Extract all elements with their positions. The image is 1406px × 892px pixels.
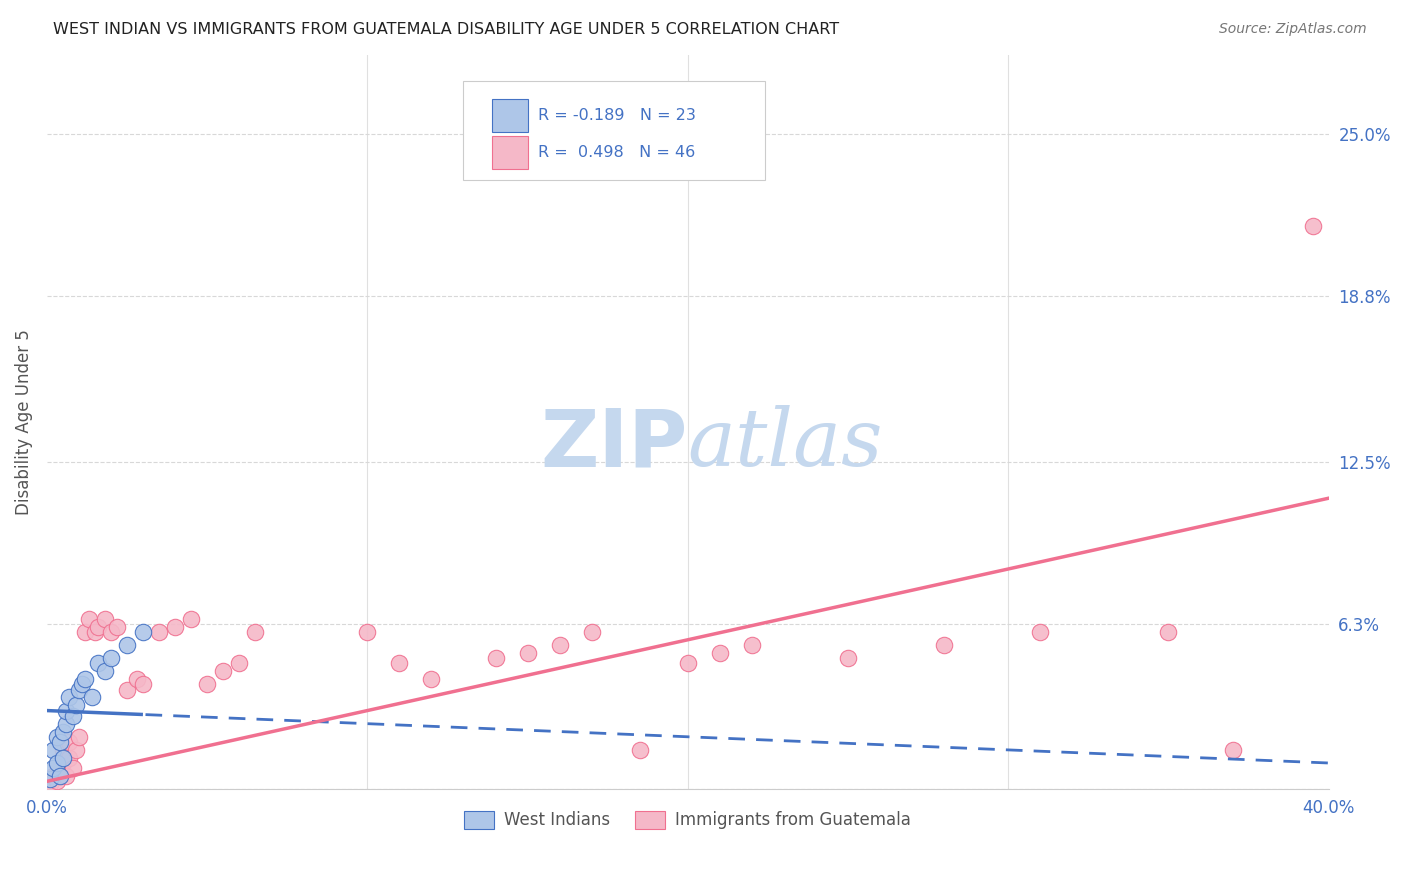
Point xyxy=(243,624,266,639)
Point xyxy=(45,756,67,770)
FancyBboxPatch shape xyxy=(492,136,527,169)
Legend: West Indians, Immigrants from Guatemala: West Indians, Immigrants from Guatemala xyxy=(457,804,918,836)
Point xyxy=(195,677,218,691)
Point xyxy=(115,682,138,697)
Point xyxy=(388,657,411,671)
Text: ZIP: ZIP xyxy=(540,405,688,483)
Point xyxy=(676,657,699,671)
Point xyxy=(62,761,84,775)
Point xyxy=(1302,219,1324,233)
Point xyxy=(548,638,571,652)
FancyBboxPatch shape xyxy=(492,99,527,132)
Point xyxy=(125,672,148,686)
Point xyxy=(132,624,155,639)
Point xyxy=(65,743,87,757)
Text: Source: ZipAtlas.com: Source: ZipAtlas.com xyxy=(1219,22,1367,37)
Point xyxy=(709,646,731,660)
FancyBboxPatch shape xyxy=(464,81,765,180)
Point xyxy=(62,708,84,723)
Text: R = -0.189   N = 23: R = -0.189 N = 23 xyxy=(538,108,696,123)
Point xyxy=(1157,624,1180,639)
Point xyxy=(148,624,170,639)
Point xyxy=(484,651,506,665)
Point xyxy=(42,761,65,775)
Point xyxy=(87,620,110,634)
Point xyxy=(1222,743,1244,757)
Point xyxy=(52,756,75,770)
Point xyxy=(65,698,87,713)
Point xyxy=(516,646,538,660)
Point xyxy=(48,761,70,775)
Point xyxy=(100,651,122,665)
Point xyxy=(55,704,77,718)
Point xyxy=(45,774,67,789)
Point xyxy=(58,690,80,705)
Point xyxy=(52,743,75,757)
Point xyxy=(93,665,115,679)
Point xyxy=(105,620,128,634)
Point xyxy=(420,672,443,686)
Point xyxy=(84,624,107,639)
Point xyxy=(39,777,62,791)
Point xyxy=(581,624,603,639)
Point xyxy=(75,672,97,686)
Point xyxy=(741,638,763,652)
Point xyxy=(115,638,138,652)
Point xyxy=(77,612,100,626)
Point xyxy=(52,751,75,765)
Point xyxy=(132,677,155,691)
Point xyxy=(1029,624,1052,639)
Point xyxy=(93,612,115,626)
Point xyxy=(70,677,93,691)
Point xyxy=(212,665,235,679)
Point xyxy=(628,743,651,757)
Point xyxy=(228,657,250,671)
Point xyxy=(67,730,90,744)
Point xyxy=(100,624,122,639)
Text: R =  0.498   N = 46: R = 0.498 N = 46 xyxy=(538,145,695,160)
Point xyxy=(165,620,187,634)
Point xyxy=(58,751,80,765)
Point xyxy=(87,657,110,671)
Point xyxy=(837,651,859,665)
Text: atlas: atlas xyxy=(688,406,883,483)
Point xyxy=(42,743,65,757)
Point xyxy=(48,735,70,749)
Point xyxy=(67,682,90,697)
Point xyxy=(42,769,65,783)
Point xyxy=(48,769,70,783)
Point xyxy=(39,772,62,786)
Point xyxy=(58,735,80,749)
Y-axis label: Disability Age Under 5: Disability Age Under 5 xyxy=(15,329,32,515)
Point xyxy=(55,769,77,783)
Point xyxy=(180,612,202,626)
Point xyxy=(55,716,77,731)
Point xyxy=(932,638,955,652)
Point xyxy=(45,730,67,744)
Point xyxy=(356,624,378,639)
Point xyxy=(52,724,75,739)
Point xyxy=(80,690,103,705)
Point xyxy=(75,624,97,639)
Text: WEST INDIAN VS IMMIGRANTS FROM GUATEMALA DISABILITY AGE UNDER 5 CORRELATION CHAR: WEST INDIAN VS IMMIGRANTS FROM GUATEMALA… xyxy=(53,22,839,37)
